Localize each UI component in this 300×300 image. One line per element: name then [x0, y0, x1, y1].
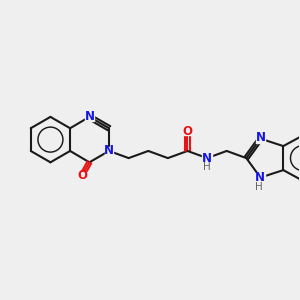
Text: H: H [255, 182, 263, 192]
Text: H: H [203, 162, 211, 172]
Bar [204, 163, 210, 170]
Bar [105, 147, 113, 155]
Text: N: N [202, 152, 212, 165]
Bar [256, 134, 265, 143]
Bar [256, 183, 262, 190]
Text: N: N [254, 171, 265, 184]
Text: N: N [255, 131, 266, 144]
Text: N: N [84, 110, 94, 123]
Bar [183, 127, 192, 135]
Bar [77, 172, 87, 180]
Text: N: N [104, 145, 114, 158]
Text: O: O [77, 169, 87, 182]
Bar [202, 153, 212, 163]
Bar [85, 113, 94, 121]
Bar [256, 173, 265, 182]
Text: O: O [182, 125, 193, 138]
